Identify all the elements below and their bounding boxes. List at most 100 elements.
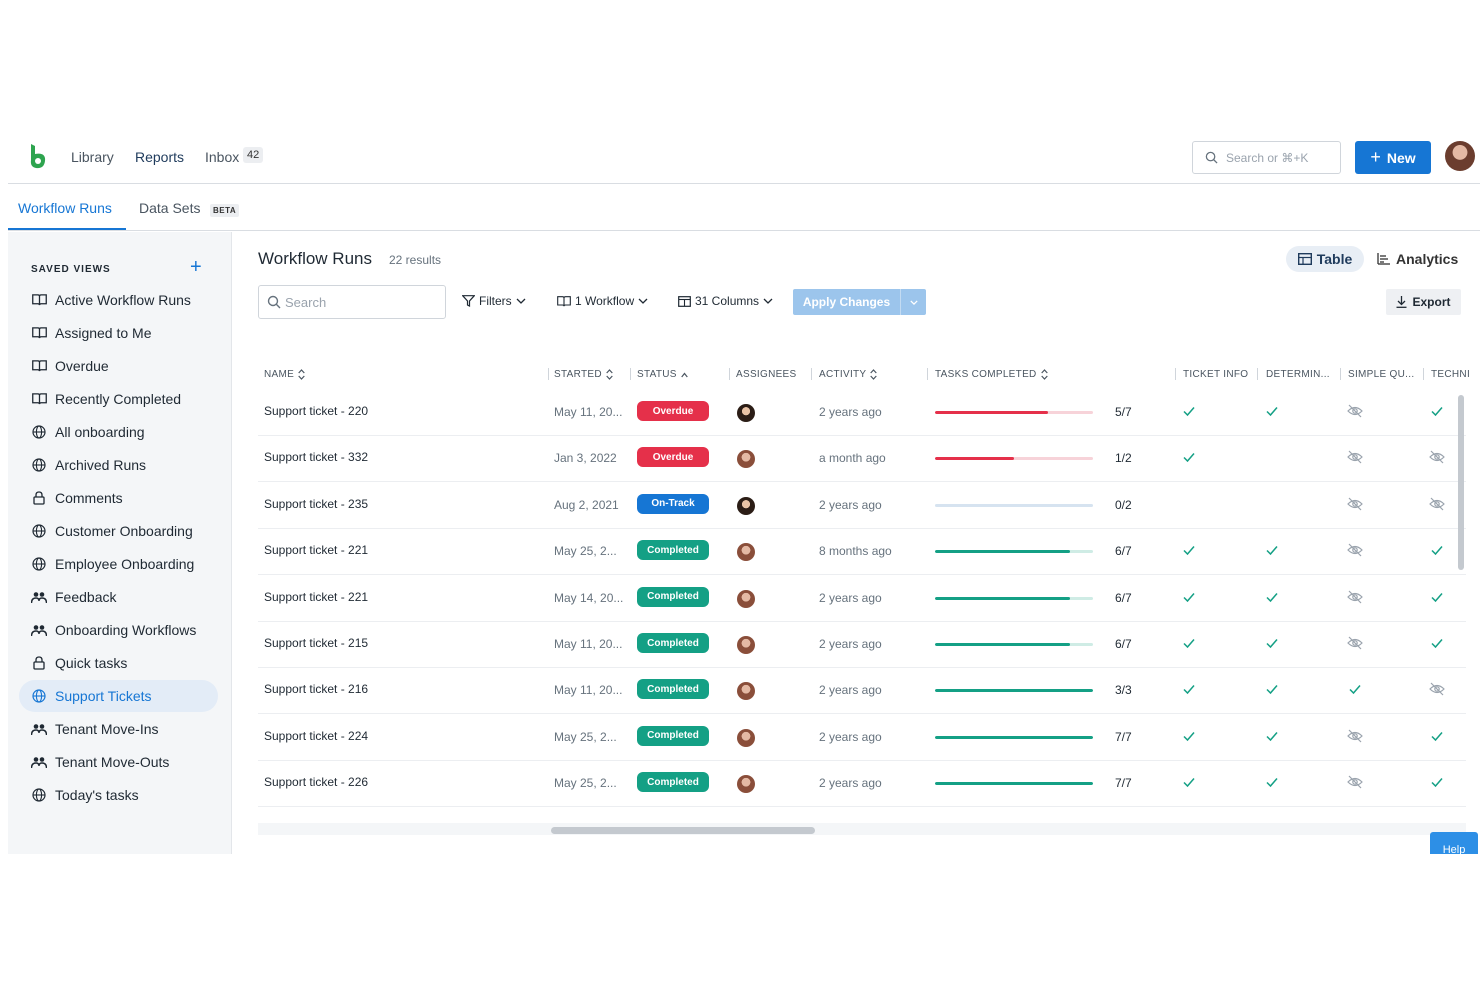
sidebar-item-assigned-to-me[interactable]: Assigned to Me xyxy=(19,317,218,349)
table-row[interactable]: Support ticket - 220 May 11, 20... Overdue… xyxy=(258,390,1466,436)
column-header-4[interactable]: ACTIVITY xyxy=(819,369,878,380)
run-name-link[interactable]: Support ticket - 224 xyxy=(264,728,369,743)
sidebar-item-customer-onboarding[interactable]: Customer Onboarding xyxy=(19,515,218,547)
horizontal-scrollbar-thumb[interactable] xyxy=(551,827,815,834)
sidebar-item-employee-onboarding[interactable]: Employee Onboarding xyxy=(19,548,218,580)
sidebar-item-overdue[interactable]: Overdue xyxy=(19,350,218,382)
eye-off-icon xyxy=(1347,404,1363,418)
sidebar-item-tenant-move-ins[interactable]: Tenant Move-Ins xyxy=(19,713,218,745)
assignee-avatar[interactable] xyxy=(737,775,755,794)
run-name-link[interactable]: Support ticket - 221 xyxy=(264,589,369,604)
assignee-avatar[interactable] xyxy=(737,682,755,701)
table-row[interactable]: Support ticket - 226 May 25, 2... Complete… xyxy=(258,761,1466,808)
tasks-completed-count: 5/7 xyxy=(1115,405,1132,419)
column-divider[interactable] xyxy=(811,368,812,380)
global-search-input[interactable]: Search or ⌘+K xyxy=(1192,141,1341,174)
sidebar-item-support-tickets[interactable]: Support Tickets xyxy=(19,680,218,712)
help-button[interactable]: Help xyxy=(1430,832,1478,854)
logo-icon[interactable] xyxy=(28,144,48,170)
vertical-scrollbar-thumb[interactable] xyxy=(1458,395,1464,570)
table-row[interactable]: Support ticket - 221 May 14, 20... Complet… xyxy=(258,576,1466,622)
sidebar-item-quick-tasks[interactable]: Quick tasks xyxy=(19,647,218,679)
check-icon xyxy=(1183,639,1195,649)
column-header-2[interactable]: STATUS xyxy=(637,369,688,380)
assignee-avatar[interactable] xyxy=(737,404,755,422)
lock-icon xyxy=(31,655,47,671)
assignee-avatar[interactable] xyxy=(737,496,755,515)
eye-off-icon xyxy=(1429,450,1445,464)
column-divider[interactable] xyxy=(1257,368,1258,380)
table-row[interactable]: Support ticket - 235 Aug 2, 2021 On-Track 2… xyxy=(258,483,1466,529)
column-divider[interactable] xyxy=(1340,368,1341,380)
column-header-5[interactable]: TASKS COMPLETED xyxy=(935,369,1048,380)
column-divider[interactable] xyxy=(1175,368,1176,380)
sidebar-item-feedback[interactable]: Feedback xyxy=(19,581,218,613)
sidebar-item-recently-completed[interactable]: Recently Completed xyxy=(19,383,218,415)
column-header-1[interactable]: STARTED xyxy=(554,369,613,380)
sidebar-item-active-workflow-runs[interactable]: Active Workflow Runs xyxy=(19,284,218,316)
assignee-avatar[interactable] xyxy=(737,728,755,747)
run-name-link[interactable]: Support ticket - 226 xyxy=(264,775,369,790)
column-header-label: NAME xyxy=(264,369,295,380)
horizontal-scrollbar-track[interactable] xyxy=(258,823,1466,835)
run-name-link[interactable]: Support ticket - 215 xyxy=(264,636,369,650)
workflow-select[interactable]: 1 Workflow xyxy=(557,294,648,308)
column-divider[interactable] xyxy=(729,368,730,380)
column-header-8[interactable]: SIMPLE QU... xyxy=(1348,369,1414,380)
columns-select[interactable]: 31 Columns xyxy=(678,294,773,308)
tab-workflow-runs[interactable]: Workflow Runs xyxy=(18,200,112,216)
apply-changes-button[interactable]: Apply Changes xyxy=(793,289,900,315)
sidebar-item-comments[interactable]: Comments xyxy=(19,482,218,514)
run-name-link[interactable]: Support ticket - 216 xyxy=(264,682,369,697)
assignee-avatar[interactable] xyxy=(737,589,755,608)
sidebar-item-onboarding-workflows[interactable]: Onboarding Workflows xyxy=(19,614,218,646)
column-header-3[interactable]: ASSIGNEES xyxy=(736,369,797,380)
sidebar-item-archived-runs[interactable]: Archived Runs xyxy=(19,449,218,481)
run-name-link[interactable]: Support ticket - 235 xyxy=(264,496,369,511)
tasks-progress-bar xyxy=(935,550,1093,554)
column-divider[interactable] xyxy=(548,368,549,380)
table-search-input[interactable]: Search xyxy=(258,285,446,319)
column-header-label: STARTED xyxy=(554,369,602,380)
assignee-avatar[interactable] xyxy=(737,636,755,654)
check-icon xyxy=(1266,639,1278,649)
user-avatar[interactable] xyxy=(1445,141,1475,171)
nav-reports[interactable]: Reports xyxy=(135,149,185,165)
sidebar-item-label: Active Workflow Runs xyxy=(55,292,191,308)
table-row[interactable]: Support ticket - 332 Jan 3, 2022 Overdue a … xyxy=(258,436,1466,483)
table-view-button[interactable]: Table xyxy=(1286,246,1364,272)
sidebar-item-tenant-move-outs[interactable]: Tenant Move-Outs xyxy=(19,746,218,778)
table-row[interactable]: Support ticket - 215 May 11, 20... Complet… xyxy=(258,622,1466,668)
table-row[interactable]: Support ticket - 216 May 11, 20... Complet… xyxy=(258,668,1466,715)
sidebar-item-label: All onboarding xyxy=(55,424,145,440)
global-search-placeholder: Search or ⌘+K xyxy=(1226,150,1309,165)
column-header-0[interactable]: NAME xyxy=(264,369,305,380)
column-header-6[interactable]: TICKET INFO xyxy=(1183,369,1248,380)
analytics-view-button[interactable]: Analytics xyxy=(1377,251,1458,267)
table-row[interactable]: Support ticket - 224 May 25, 2... Complete… xyxy=(258,715,1466,761)
column-divider[interactable] xyxy=(630,368,631,380)
check-icon xyxy=(1183,731,1195,741)
filters-button[interactable]: Filters xyxy=(462,294,526,308)
new-button[interactable]: + New xyxy=(1355,141,1431,174)
assignee-avatar[interactable] xyxy=(737,450,755,469)
run-name-link[interactable]: Support ticket - 332 xyxy=(264,450,369,465)
run-name-link[interactable]: Support ticket - 221 xyxy=(264,543,369,558)
sort-icon xyxy=(298,369,305,380)
column-divider[interactable] xyxy=(927,368,928,380)
sidebar-item-today-s-tasks[interactable]: Today's tasks xyxy=(19,779,218,811)
column-header-9[interactable]: TECHNI xyxy=(1431,369,1470,380)
nav-library[interactable]: Library xyxy=(71,149,114,165)
export-button[interactable]: Export xyxy=(1386,289,1461,315)
tab-data-sets[interactable]: Data Sets xyxy=(139,200,201,216)
nav-inbox[interactable]: Inbox xyxy=(205,149,240,165)
column-divider[interactable] xyxy=(1423,368,1424,380)
column-header-7[interactable]: DETERMIN... xyxy=(1266,369,1330,380)
sidebar-item-all-onboarding[interactable]: All onboarding xyxy=(19,416,218,448)
table-row[interactable]: Support ticket - 221 May 25, 2... Complete… xyxy=(258,529,1466,576)
status-badge: On-Track xyxy=(637,493,709,514)
add-view-button[interactable]: + xyxy=(190,256,202,278)
apply-changes-dropdown[interactable] xyxy=(900,289,926,315)
assignee-avatar[interactable] xyxy=(737,543,755,562)
run-name-link[interactable]: Support ticket - 220 xyxy=(264,404,369,418)
